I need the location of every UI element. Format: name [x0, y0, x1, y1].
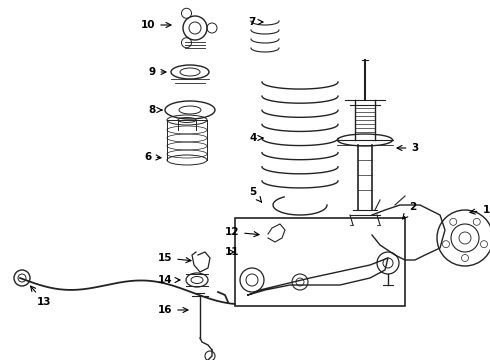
- Text: 12: 12: [225, 227, 259, 237]
- Text: 7: 7: [248, 17, 263, 27]
- Text: 15: 15: [158, 253, 191, 263]
- Text: 8: 8: [148, 105, 162, 115]
- Text: 4: 4: [249, 133, 263, 143]
- Text: 5: 5: [249, 187, 262, 202]
- Text: 6: 6: [145, 152, 161, 162]
- Text: 10: 10: [141, 20, 171, 30]
- Text: 9: 9: [148, 67, 166, 77]
- Text: 1: 1: [470, 205, 490, 215]
- Text: 11: 11: [225, 247, 239, 257]
- Text: 16: 16: [158, 305, 188, 315]
- Bar: [235, 218, 405, 306]
- Text: 14: 14: [158, 275, 180, 285]
- Text: 2: 2: [403, 202, 416, 219]
- Text: 3: 3: [397, 143, 418, 153]
- Text: 13: 13: [30, 286, 51, 307]
